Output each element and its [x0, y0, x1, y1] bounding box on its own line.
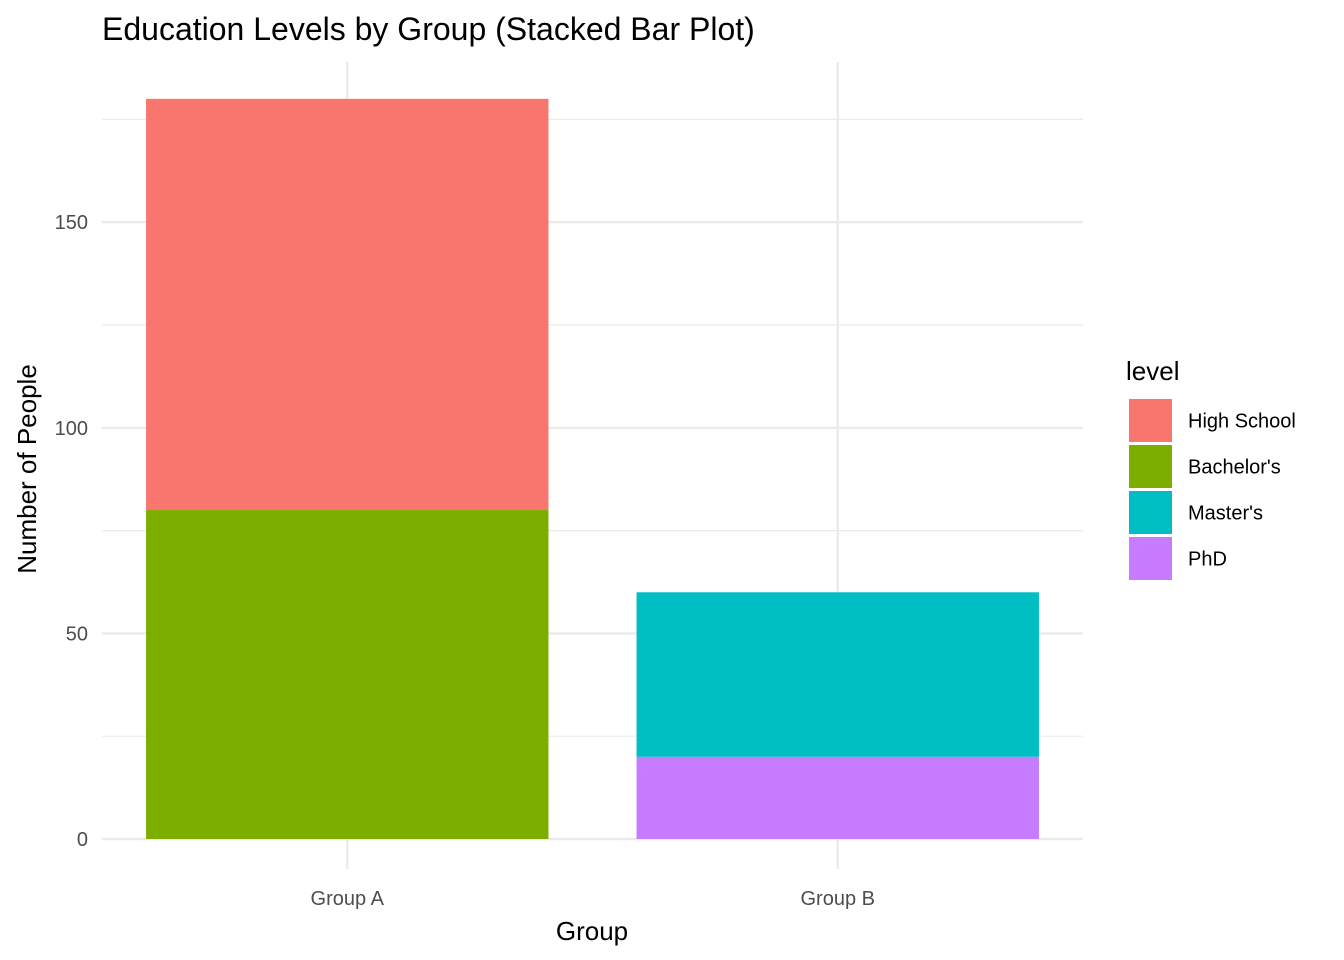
legend-key — [1129, 491, 1172, 534]
legend-items: High School Bachelor's Master's PhD — [1129, 399, 1296, 580]
legend-title: level — [1126, 356, 1179, 386]
x-axis-ticks: Group A Group B — [311, 888, 875, 910]
chart-title: Education Levels by Group (Stacked Bar P… — [102, 11, 755, 47]
legend: level High School Bachelor's Master's PhD — [1126, 356, 1296, 580]
x-axis-title: Group — [556, 916, 628, 946]
legend-key — [1129, 445, 1172, 488]
bar-segment — [636, 756, 1039, 839]
legend-label: PhD — [1188, 549, 1227, 571]
legend-item: Bachelor's — [1129, 445, 1281, 488]
legend-label: High School — [1188, 411, 1296, 433]
legend-item: Master's — [1129, 491, 1263, 534]
bars — [146, 98, 1039, 839]
legend-key — [1129, 399, 1172, 442]
legend-label: Bachelor's — [1188, 457, 1281, 479]
y-tick-label: 150 — [55, 212, 88, 234]
x-tick-label: Group A — [311, 888, 385, 910]
legend-item: High School — [1129, 399, 1296, 442]
bar-segment — [636, 592, 1039, 757]
y-axis-ticks: 0 50 100 150 — [55, 212, 88, 851]
legend-key — [1129, 537, 1172, 580]
y-tick-label: 100 — [55, 418, 88, 440]
legend-item: PhD — [1129, 537, 1227, 580]
x-tick-label: Group B — [801, 888, 875, 910]
bar-segment — [146, 510, 549, 839]
y-axis-title: Number of People — [12, 364, 42, 574]
y-tick-label: 50 — [66, 623, 88, 645]
bar-segment — [146, 98, 549, 511]
y-tick-label: 0 — [77, 829, 88, 851]
legend-label: Master's — [1188, 503, 1263, 525]
